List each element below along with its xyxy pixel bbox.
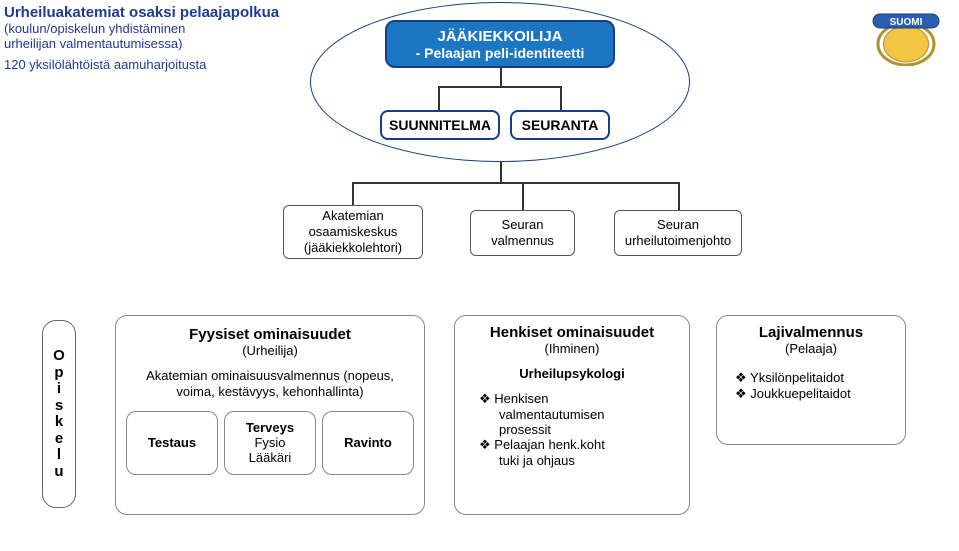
connector: [500, 68, 502, 86]
laji-list: Yksilönpelitaidot Joukkuepelitaidot: [725, 370, 897, 402]
seuran1-l2: valmennus: [477, 233, 568, 249]
o-letter: s: [55, 398, 63, 415]
main-identity-box: JÄÄKIEKKOILIJA - Pelaajan peli-identitee…: [385, 20, 615, 68]
terveys-box: Terveys Fysio Lääkäri: [224, 411, 316, 475]
akatemian-l2: osaamiskeskus: [290, 224, 416, 240]
o-letter: p: [54, 365, 63, 382]
seuranta-box: SEURANTA: [510, 110, 610, 140]
fyysiset-group: Fyysiset ominaisuudet (Urheilija) Akatem…: [115, 315, 425, 515]
fy-desc: Akatemian ominaisuusvalmennus (nopeus, v…: [132, 368, 408, 401]
b1: Henkisen: [494, 391, 548, 406]
seuran1-l1: Seuran: [477, 217, 568, 233]
laji-item: Joukkuepelitaidot: [735, 386, 897, 402]
b2-l2: tuki ja ohjaus: [479, 453, 679, 468]
henkiset-sub: (Ihminen): [465, 341, 679, 356]
terveys-label: Terveys: [246, 420, 294, 435]
o-letter: k: [55, 414, 63, 431]
o-letter: O: [53, 348, 65, 365]
henkiset-item: Henkisen valmentautumisen prosessit: [479, 391, 679, 437]
henkiset-title: Henkiset ominaisuudet: [465, 324, 679, 341]
o-letter: u: [54, 464, 63, 481]
header-block: Urheiluakatemiat osaksi pelaajapolkua (k…: [4, 4, 324, 72]
opiskelu-box: O p i s k e l u: [42, 320, 76, 508]
fy-sub: (Urheilija): [122, 343, 418, 358]
connector: [438, 86, 562, 88]
ravinto-box: Ravinto: [322, 411, 414, 475]
henkiset-role: Urheilupsykologi: [465, 366, 679, 381]
suomi-logo: SUOMI: [865, 8, 947, 71]
connector: [522, 182, 524, 210]
b1-l3: prosessit: [479, 422, 679, 437]
suunnitelma-box: SUUNNITELMA: [380, 110, 500, 140]
seuran-urheilutoimenjohto-box: Seuran urheilutoimenjohto: [614, 210, 742, 256]
connector: [678, 182, 680, 210]
connector: [500, 162, 502, 182]
logo-text: SUOMI: [890, 17, 923, 28]
laji-sub: (Pelaaja): [725, 341, 897, 356]
ravinto-label: Ravinto: [344, 435, 392, 450]
main-l2: - Pelaajan peli-identiteetti: [416, 45, 585, 61]
testaus-box: Testaus: [126, 411, 218, 475]
connector: [352, 182, 678, 184]
o-letter: i: [57, 381, 61, 398]
seuran2-l2: urheilutoimenjohto: [621, 233, 735, 249]
laji-title: Lajivalmennus: [725, 324, 897, 341]
connector: [352, 182, 354, 206]
header-sub1: (koulun/opiskelun yhdistäminen: [4, 21, 324, 36]
henkiset-item: Pelaajan henk.koht tuki ja ohjaus: [479, 437, 679, 468]
laji-group: Lajivalmennus (Pelaaja) Yksilönpelitaido…: [716, 315, 906, 445]
terveys-l3: Lääkäri: [249, 450, 292, 465]
testaus-label: Testaus: [148, 435, 196, 450]
b2: Pelaajan henk.koht: [494, 437, 605, 452]
henkiset-list: Henkisen valmentautumisen prosessit Pela…: [465, 391, 679, 468]
laji-item: Yksilönpelitaidot: [735, 370, 897, 386]
akatemian-box: Akatemian osaamiskeskus (jääkiekkolehtor…: [283, 205, 423, 259]
henkiset-title-text: Henkiset ominaisuudet: [490, 324, 654, 341]
header-title: Urheiluakatemiat osaksi pelaajapolkua: [4, 4, 324, 21]
akatemian-l3: (jääkiekkolehtori): [290, 240, 416, 256]
henkiset-group: Henkiset ominaisuudet (Ihminen) Urheilup…: [454, 315, 690, 515]
connector: [438, 86, 440, 110]
fy-title: Fyysiset ominaisuudet: [122, 326, 418, 343]
b1-l2: valmentautumisen: [479, 407, 679, 422]
terveys-l2: Fysio: [254, 435, 285, 450]
connector: [560, 86, 562, 110]
seuran2-l1: Seuran: [621, 217, 735, 233]
main-l1: JÄÄKIEKKOILIJA: [437, 28, 562, 45]
header-sub2: urheilijan valmentautumisessa): [4, 36, 324, 51]
seuran-valmennus-box: Seuran valmennus: [470, 210, 575, 256]
akatemian-l1: Akatemian: [290, 208, 416, 224]
o-letter: e: [55, 431, 63, 448]
header-line3: 120 yksilölähtöistä aamuharjoitusta: [4, 57, 324, 72]
o-letter: l: [57, 447, 61, 464]
